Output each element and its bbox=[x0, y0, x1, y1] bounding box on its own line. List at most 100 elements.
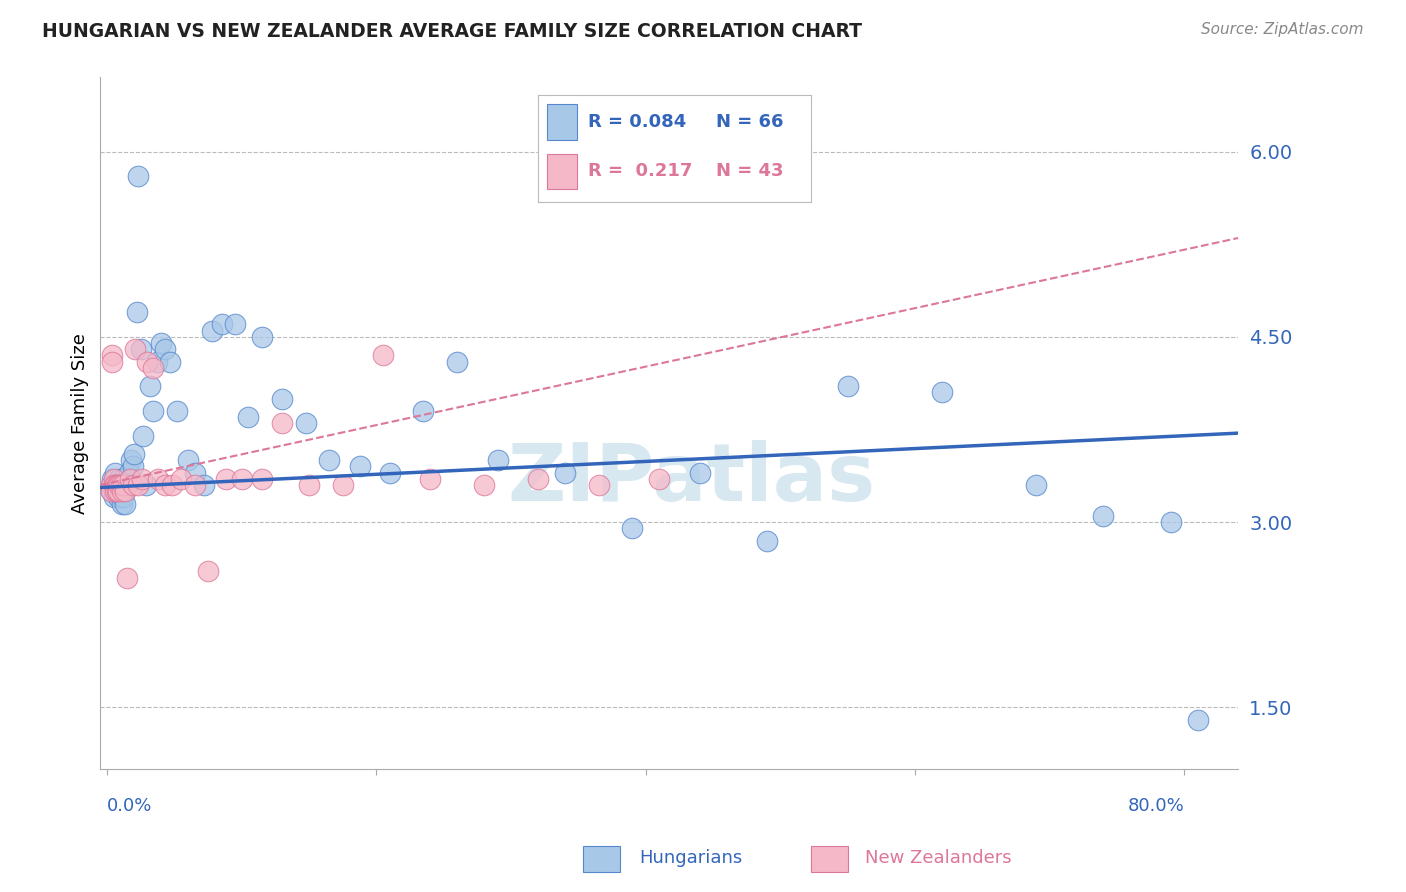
Point bbox=[103, 478, 125, 492]
Point bbox=[118, 472, 141, 486]
Point bbox=[104, 484, 127, 499]
Point bbox=[271, 417, 294, 431]
Point bbox=[160, 478, 183, 492]
Point bbox=[117, 466, 139, 480]
Point bbox=[114, 497, 136, 511]
Point bbox=[100, 478, 122, 492]
Point bbox=[295, 417, 318, 431]
Text: New Zealanders: New Zealanders bbox=[865, 849, 1011, 867]
Point bbox=[193, 478, 215, 492]
Point bbox=[214, 472, 236, 486]
Y-axis label: Average Family Size: Average Family Size bbox=[72, 333, 89, 514]
Point bbox=[689, 466, 711, 480]
Point bbox=[131, 472, 153, 486]
Point bbox=[111, 484, 134, 499]
Point bbox=[103, 478, 125, 492]
Text: 0.0%: 0.0% bbox=[107, 797, 152, 814]
Point bbox=[117, 571, 139, 585]
Point bbox=[201, 324, 224, 338]
Point bbox=[146, 354, 169, 368]
Text: HUNGARIAN VS NEW ZEALANDER AVERAGE FAMILY SIZE CORRELATION CHART: HUNGARIAN VS NEW ZEALANDER AVERAGE FAMIL… bbox=[42, 22, 862, 41]
Point bbox=[231, 472, 253, 486]
Point bbox=[472, 478, 495, 492]
Point bbox=[159, 354, 181, 368]
Point bbox=[100, 484, 122, 499]
Point bbox=[107, 484, 129, 499]
Point bbox=[211, 318, 233, 332]
Point bbox=[105, 484, 128, 499]
Point bbox=[153, 342, 176, 356]
Point bbox=[755, 533, 778, 548]
Text: ZIPatlas: ZIPatlas bbox=[508, 440, 876, 517]
Point bbox=[111, 497, 134, 511]
Point bbox=[166, 404, 188, 418]
Point bbox=[298, 478, 321, 492]
Point bbox=[105, 484, 128, 499]
Point bbox=[127, 169, 149, 184]
Point bbox=[136, 354, 159, 368]
Point bbox=[527, 472, 550, 486]
Point bbox=[101, 472, 124, 486]
Point bbox=[1187, 713, 1209, 727]
Point bbox=[104, 466, 127, 480]
Point bbox=[250, 330, 273, 344]
Point bbox=[108, 484, 131, 499]
Point bbox=[115, 478, 138, 492]
Point bbox=[104, 478, 127, 492]
Point bbox=[837, 379, 859, 393]
Point bbox=[110, 478, 132, 492]
Point bbox=[107, 478, 129, 492]
Point bbox=[148, 472, 170, 486]
Point bbox=[104, 478, 127, 492]
Point bbox=[129, 342, 152, 356]
Point bbox=[127, 478, 149, 492]
Point bbox=[124, 342, 146, 356]
Point bbox=[332, 478, 354, 492]
Point bbox=[177, 453, 200, 467]
Point bbox=[105, 478, 128, 492]
Point bbox=[112, 478, 135, 492]
Point bbox=[108, 478, 131, 492]
Point bbox=[142, 404, 165, 418]
Point bbox=[108, 472, 131, 486]
Point bbox=[931, 385, 953, 400]
Point bbox=[110, 491, 132, 505]
Point bbox=[446, 354, 468, 368]
Point bbox=[110, 478, 132, 492]
Point bbox=[103, 472, 125, 486]
Point bbox=[103, 491, 125, 505]
Point bbox=[114, 484, 136, 499]
Point bbox=[271, 392, 294, 406]
Point bbox=[125, 305, 148, 319]
Point bbox=[107, 491, 129, 505]
Point bbox=[112, 472, 135, 486]
Point bbox=[121, 459, 143, 474]
Point bbox=[621, 521, 644, 535]
Point bbox=[107, 478, 129, 492]
Point bbox=[100, 484, 122, 499]
Point bbox=[378, 466, 401, 480]
Point bbox=[114, 484, 136, 499]
Point bbox=[111, 484, 134, 499]
Point bbox=[121, 478, 143, 492]
Point bbox=[419, 472, 441, 486]
Point bbox=[1160, 515, 1182, 529]
Point bbox=[142, 360, 165, 375]
Point bbox=[349, 459, 371, 474]
Point bbox=[412, 404, 434, 418]
Point bbox=[120, 453, 142, 467]
Point bbox=[588, 478, 610, 492]
Point bbox=[197, 565, 219, 579]
Point bbox=[371, 348, 394, 362]
Point bbox=[153, 478, 176, 492]
Point bbox=[238, 410, 260, 425]
Point bbox=[117, 478, 139, 492]
Text: Source: ZipAtlas.com: Source: ZipAtlas.com bbox=[1201, 22, 1364, 37]
Point bbox=[224, 318, 246, 332]
Text: Hungarians: Hungarians bbox=[640, 849, 742, 867]
Point bbox=[122, 447, 145, 461]
Point bbox=[149, 336, 172, 351]
Point bbox=[118, 472, 141, 486]
Point bbox=[100, 478, 122, 492]
Point bbox=[1092, 508, 1115, 523]
